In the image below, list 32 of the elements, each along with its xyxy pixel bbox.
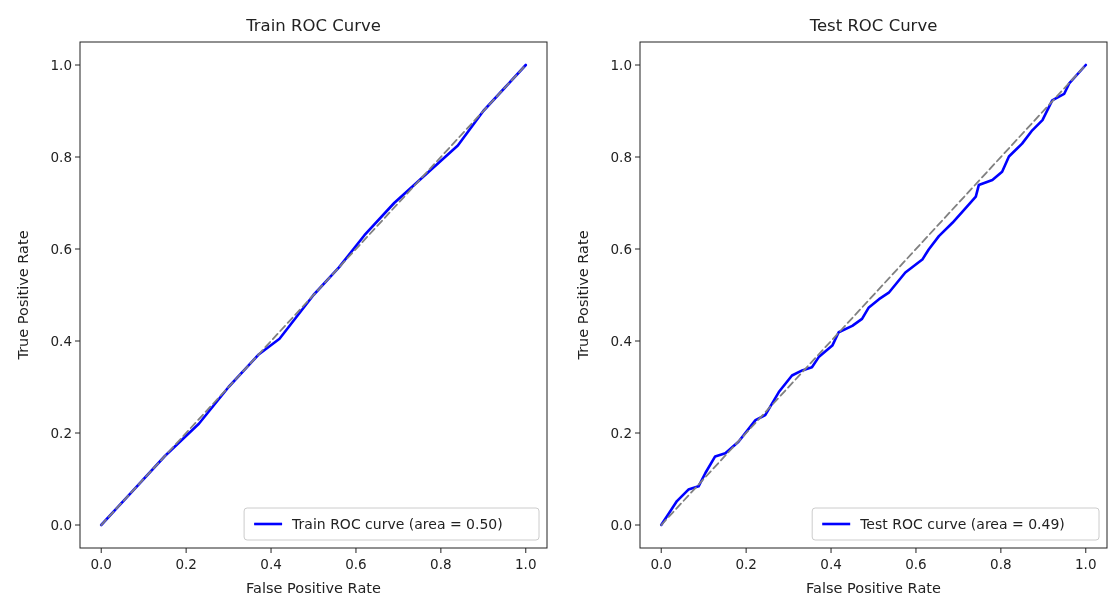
x-tick-label: 1.0 <box>1075 556 1097 572</box>
y-tick-label: 0.2 <box>610 425 632 441</box>
x-tick-label: 0.2 <box>735 556 757 572</box>
y-tick-label: 0.8 <box>50 149 72 165</box>
y-tick-label: 0.0 <box>50 517 72 533</box>
x-tick-label: 0.0 <box>650 556 672 572</box>
y-tick-label: 0.2 <box>50 425 72 441</box>
x-tick-label: 0.4 <box>820 556 842 572</box>
y-tick-label: 0.4 <box>610 333 632 349</box>
chart-title: Train ROC Curve <box>245 16 381 35</box>
x-tick-label: 0.8 <box>430 556 452 572</box>
y-axis-title: True Positive Rate <box>15 230 31 361</box>
x-tick-label: 0.2 <box>175 556 197 572</box>
x-tick-label: 0.0 <box>90 556 112 572</box>
x-axis-title: False Positive Rate <box>246 580 381 596</box>
y-tick-label: 1.0 <box>610 57 632 73</box>
x-tick-label: 0.6 <box>905 556 927 572</box>
x-tick-label: 0.8 <box>990 556 1012 572</box>
x-tick-label: 1.0 <box>515 556 537 572</box>
legend-label: Train ROC curve (area = 0.50) <box>291 516 503 532</box>
y-tick-label: 0.8 <box>610 149 632 165</box>
y-tick-label: 0.6 <box>50 241 72 257</box>
y-tick-label: 0.6 <box>610 241 632 257</box>
legend-label: Test ROC curve (area = 0.49) <box>859 516 1065 532</box>
x-tick-label: 0.6 <box>345 556 367 572</box>
y-axis-title: True Positive Rate <box>575 230 591 361</box>
y-tick-label: 1.0 <box>50 57 72 73</box>
y-tick-label: 0.0 <box>610 517 632 533</box>
y-tick-label: 0.4 <box>50 333 72 349</box>
x-axis-title: False Positive Rate <box>806 580 941 596</box>
chart-title: Test ROC Curve <box>808 16 938 35</box>
x-tick-label: 0.4 <box>260 556 282 572</box>
